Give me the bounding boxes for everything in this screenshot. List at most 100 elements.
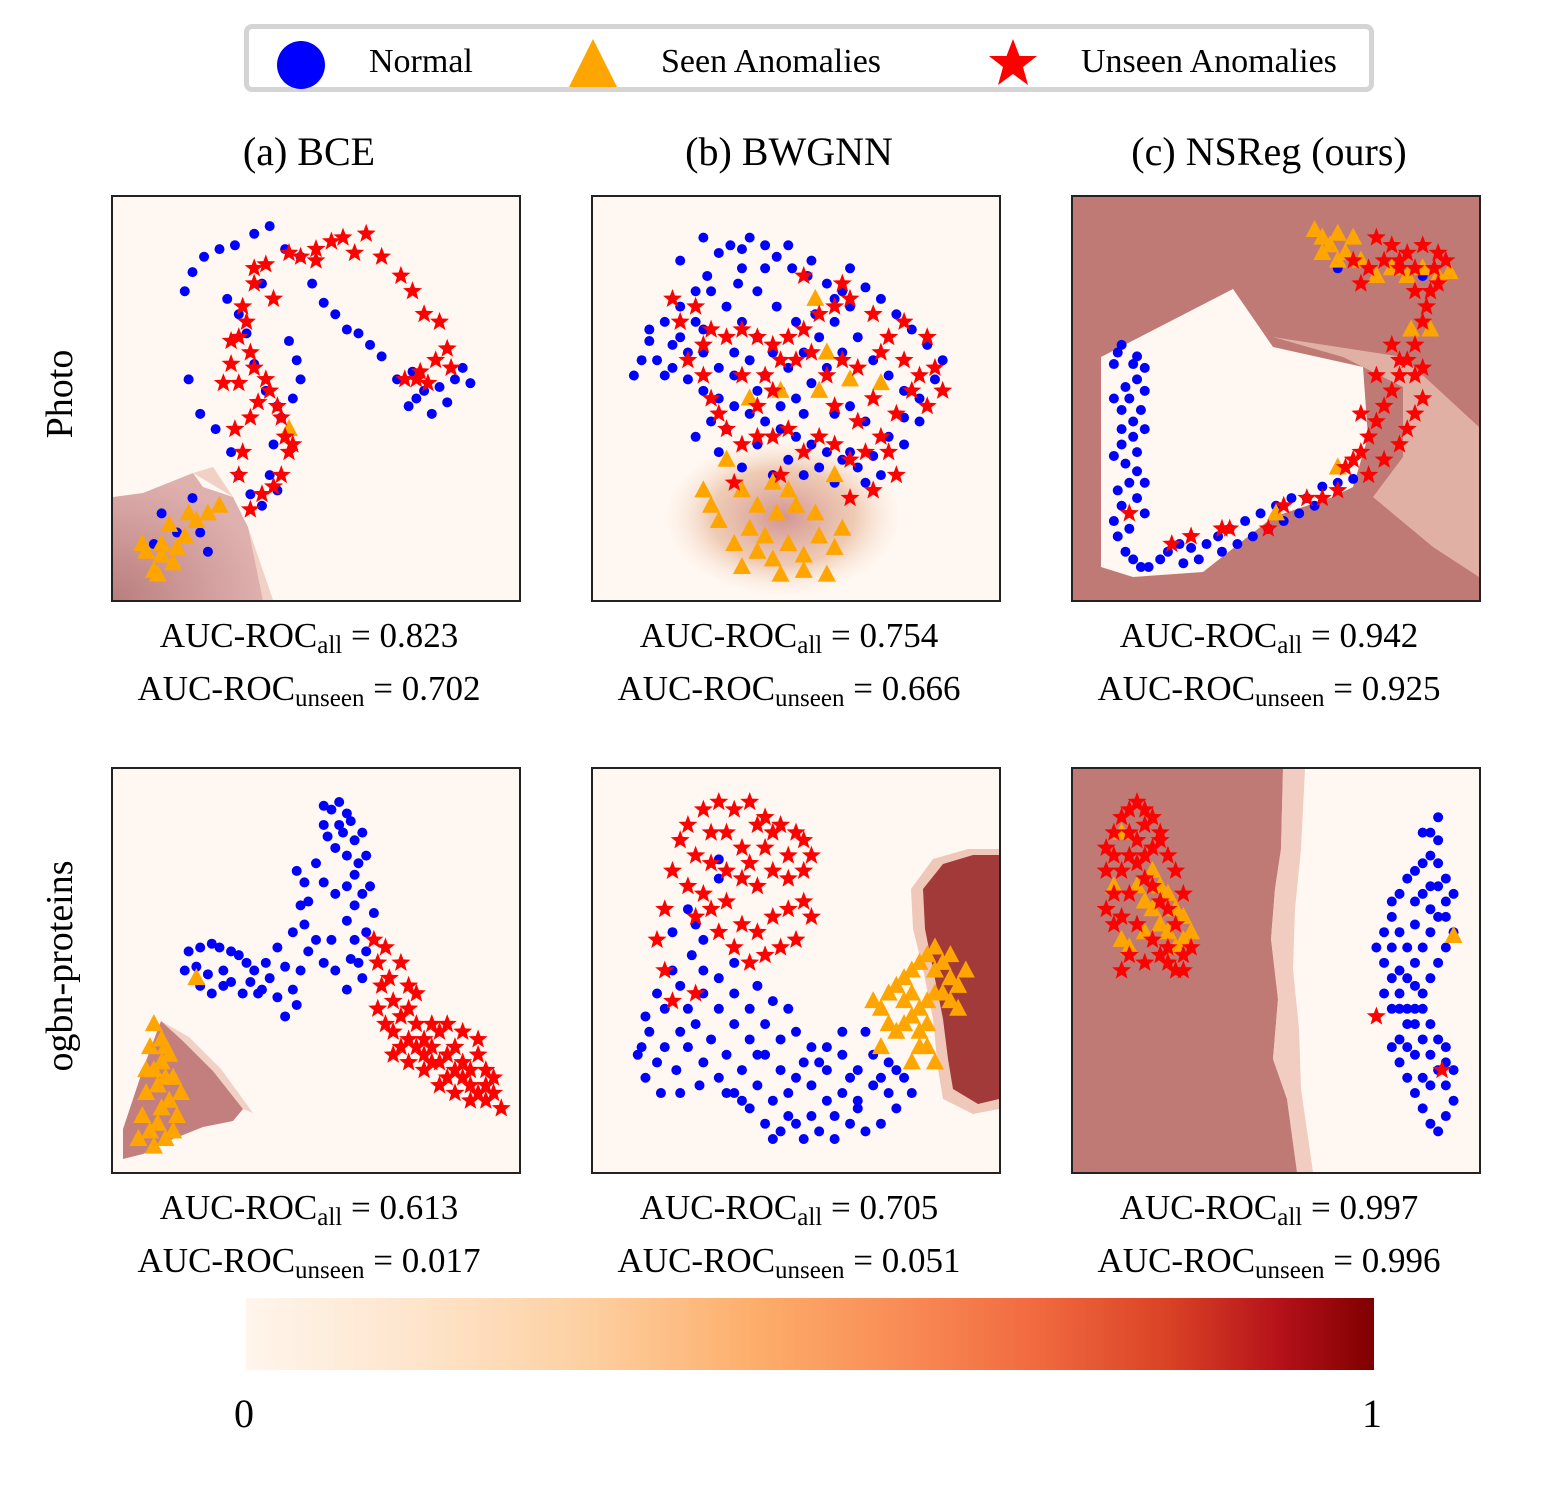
normal-point — [264, 470, 275, 481]
normal-point — [426, 408, 437, 419]
normal-point — [852, 1103, 863, 1114]
seen-anomaly-point — [902, 1052, 921, 1070]
seen-anomaly-point — [164, 553, 183, 571]
unseen-anomaly-point — [233, 296, 253, 315]
unseen-anomaly-point — [686, 296, 706, 315]
normal-point — [682, 374, 693, 385]
unseen-anomaly-point — [1359, 258, 1379, 277]
seen-anomaly-point — [864, 991, 883, 1009]
metric-value-unseen: 0.017 — [401, 1241, 481, 1280]
normal-point — [1425, 1118, 1436, 1129]
unseen-anomaly-point — [422, 1014, 442, 1033]
seen-anomaly-point — [1402, 319, 1421, 337]
unseen-anomaly-point — [1112, 960, 1132, 979]
normal-point — [652, 988, 663, 999]
normal-point — [752, 385, 763, 396]
unseen-anomaly-point — [917, 327, 937, 346]
unseen-anomaly-point — [1413, 388, 1433, 407]
normal-point — [686, 950, 697, 961]
normal-point — [659, 1003, 670, 1014]
unseen-anomaly-point — [663, 991, 682, 1010]
normal-point — [179, 965, 190, 976]
seen-anomaly-point — [879, 1014, 898, 1032]
normal-point — [829, 1134, 840, 1145]
metric-auc-all: AUC-ROCall = 0.997 — [1119, 1188, 1419, 1231]
normal-point — [860, 1126, 871, 1137]
normal-point — [852, 1065, 863, 1076]
normal-point — [821, 1065, 832, 1076]
unseen-anomaly-point — [306, 250, 326, 269]
normal-point — [744, 355, 755, 366]
normal-point — [852, 332, 863, 343]
unseen-anomaly-point — [437, 1067, 457, 1086]
normal-point — [295, 374, 306, 385]
normal-point — [783, 362, 794, 373]
normal-point — [845, 401, 856, 412]
seen-anomaly-point — [956, 960, 975, 978]
unseen-anomaly-point — [801, 906, 821, 925]
unseen-anomaly-point — [1112, 807, 1132, 826]
normal-point — [1124, 393, 1135, 404]
normal-point — [744, 1034, 755, 1045]
normal-point — [1116, 404, 1127, 415]
seen-anomaly-point — [810, 380, 829, 398]
unseen-anomaly-point — [701, 899, 721, 918]
unseen-anomaly-point — [655, 960, 675, 979]
seen-anomaly-point — [748, 541, 767, 559]
normal-point — [875, 470, 886, 481]
unseen-anomaly-point — [306, 239, 326, 258]
unseen-anomaly-point — [399, 1052, 419, 1071]
normal-point — [291, 865, 302, 876]
unseen-anomaly-point — [437, 338, 457, 357]
metric-value-all: 0.754 — [859, 616, 939, 655]
seen-anomaly-point — [144, 1136, 163, 1154]
normal-point — [736, 263, 747, 274]
unseen-anomaly-point — [778, 868, 798, 887]
seen-anomaly-point — [767, 503, 786, 521]
seen-anomaly-point — [806, 503, 825, 521]
normal-point — [287, 984, 298, 995]
column-title-nsreg: (c) NSReg (ours) — [1131, 129, 1407, 174]
normal-point — [1440, 1042, 1451, 1053]
normal-point — [1440, 911, 1451, 922]
unseen-anomaly-point — [244, 258, 264, 277]
unseen-anomaly-point — [1166, 914, 1186, 933]
normal-point — [1386, 896, 1397, 907]
normal-point — [767, 996, 778, 1007]
seen-triangle-icon — [569, 39, 617, 87]
normal-point — [632, 1049, 643, 1060]
unseen-anomaly-point — [391, 265, 411, 284]
normal-point — [1394, 1057, 1405, 1068]
unseen-anomaly-point — [1135, 815, 1155, 834]
normal-point — [272, 942, 283, 953]
unseen-anomaly-point — [1135, 845, 1155, 864]
normal-point — [698, 934, 709, 945]
normal-point — [199, 251, 210, 262]
unseen-anomaly-point — [1112, 860, 1132, 879]
unseen-anomaly-point — [925, 357, 945, 376]
unseen-anomaly-point — [825, 396, 845, 415]
normal-point — [868, 355, 879, 366]
unseen-anomaly-point — [1127, 792, 1147, 811]
normal-point — [725, 240, 736, 251]
metric-value-all: 0.705 — [859, 1188, 939, 1227]
seen-anomaly-point — [810, 526, 829, 544]
normal-point — [752, 1049, 763, 1060]
metric-value-all: 0.823 — [379, 616, 459, 655]
normal-point — [368, 908, 379, 919]
unseen-anomaly-point — [271, 407, 291, 426]
legend-label-normal: Normal — [369, 43, 473, 80]
unseen-anomaly-point — [1397, 243, 1417, 262]
normal-point — [303, 896, 314, 907]
normal-point — [644, 324, 655, 335]
seen-anomaly-point — [148, 1113, 167, 1131]
unseen-anomaly-point — [383, 1021, 403, 1040]
normal-point — [419, 385, 430, 396]
unseen-anomaly-point — [1382, 235, 1402, 254]
normal-point — [652, 1057, 663, 1068]
normal-point — [338, 827, 349, 838]
normal-point — [852, 462, 863, 473]
unseen-anomaly-point — [1212, 518, 1232, 537]
unseen-anomaly-point — [678, 876, 698, 895]
unseen-anomaly-point — [225, 419, 245, 438]
